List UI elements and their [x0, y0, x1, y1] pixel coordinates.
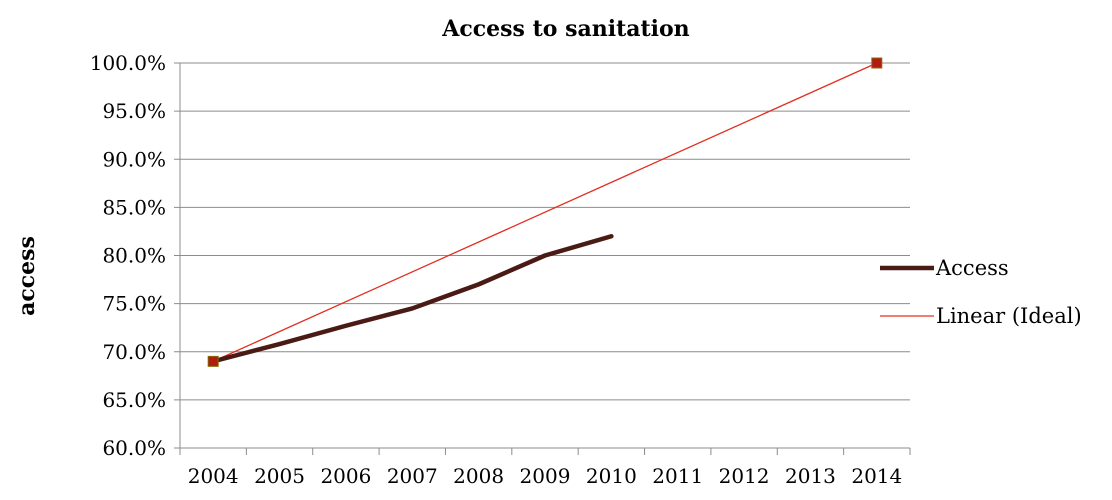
y-tick-label: 100.0% [90, 51, 166, 75]
data-point-marker [208, 356, 218, 366]
legend-label-linear-ideal: Linear (Ideal) [936, 304, 1082, 328]
x-tick-label: 2014 [851, 464, 902, 488]
y-tick-label: 80.0% [102, 244, 166, 268]
y-tick-label: 65.0% [102, 388, 166, 412]
x-tick-label: 2005 [254, 464, 305, 488]
grid-layer [180, 63, 910, 400]
y-tick-label: 70.0% [102, 340, 166, 364]
y-tick-label: 95.0% [102, 99, 166, 123]
y-tick-label: 75.0% [102, 292, 166, 316]
x-tick-label: 2012 [719, 464, 770, 488]
y-tick-label: 60.0% [102, 436, 166, 460]
axis-layer: 60.0% 65.0% 70.0% 75.0% 80.0% 85.0% 90.0% 95.0%… [90, 51, 910, 488]
x-tick-label: 2004 [188, 464, 239, 488]
x-tick-label: 2010 [586, 464, 637, 488]
y-axis-title: access [14, 236, 40, 316]
x-tick-label: 2008 [453, 464, 504, 488]
y-tick-label: 85.0% [102, 195, 166, 219]
y-tick-label: 90.0% [102, 147, 166, 171]
legend-layer: Access Linear (Ideal) [880, 256, 1082, 328]
x-tick-label: 2011 [652, 464, 703, 488]
x-tick-label: 2006 [320, 464, 371, 488]
series-layer [208, 58, 882, 366]
legend-label-access: Access [935, 256, 1009, 280]
x-tick-label: 2013 [785, 464, 836, 488]
chart-title: Access to sanitation [441, 16, 689, 42]
x-tick-label: 2009 [520, 464, 571, 488]
series-line-linear-ideal [213, 63, 877, 361]
x-tick-label: 2007 [387, 464, 438, 488]
data-point-marker [872, 58, 882, 68]
